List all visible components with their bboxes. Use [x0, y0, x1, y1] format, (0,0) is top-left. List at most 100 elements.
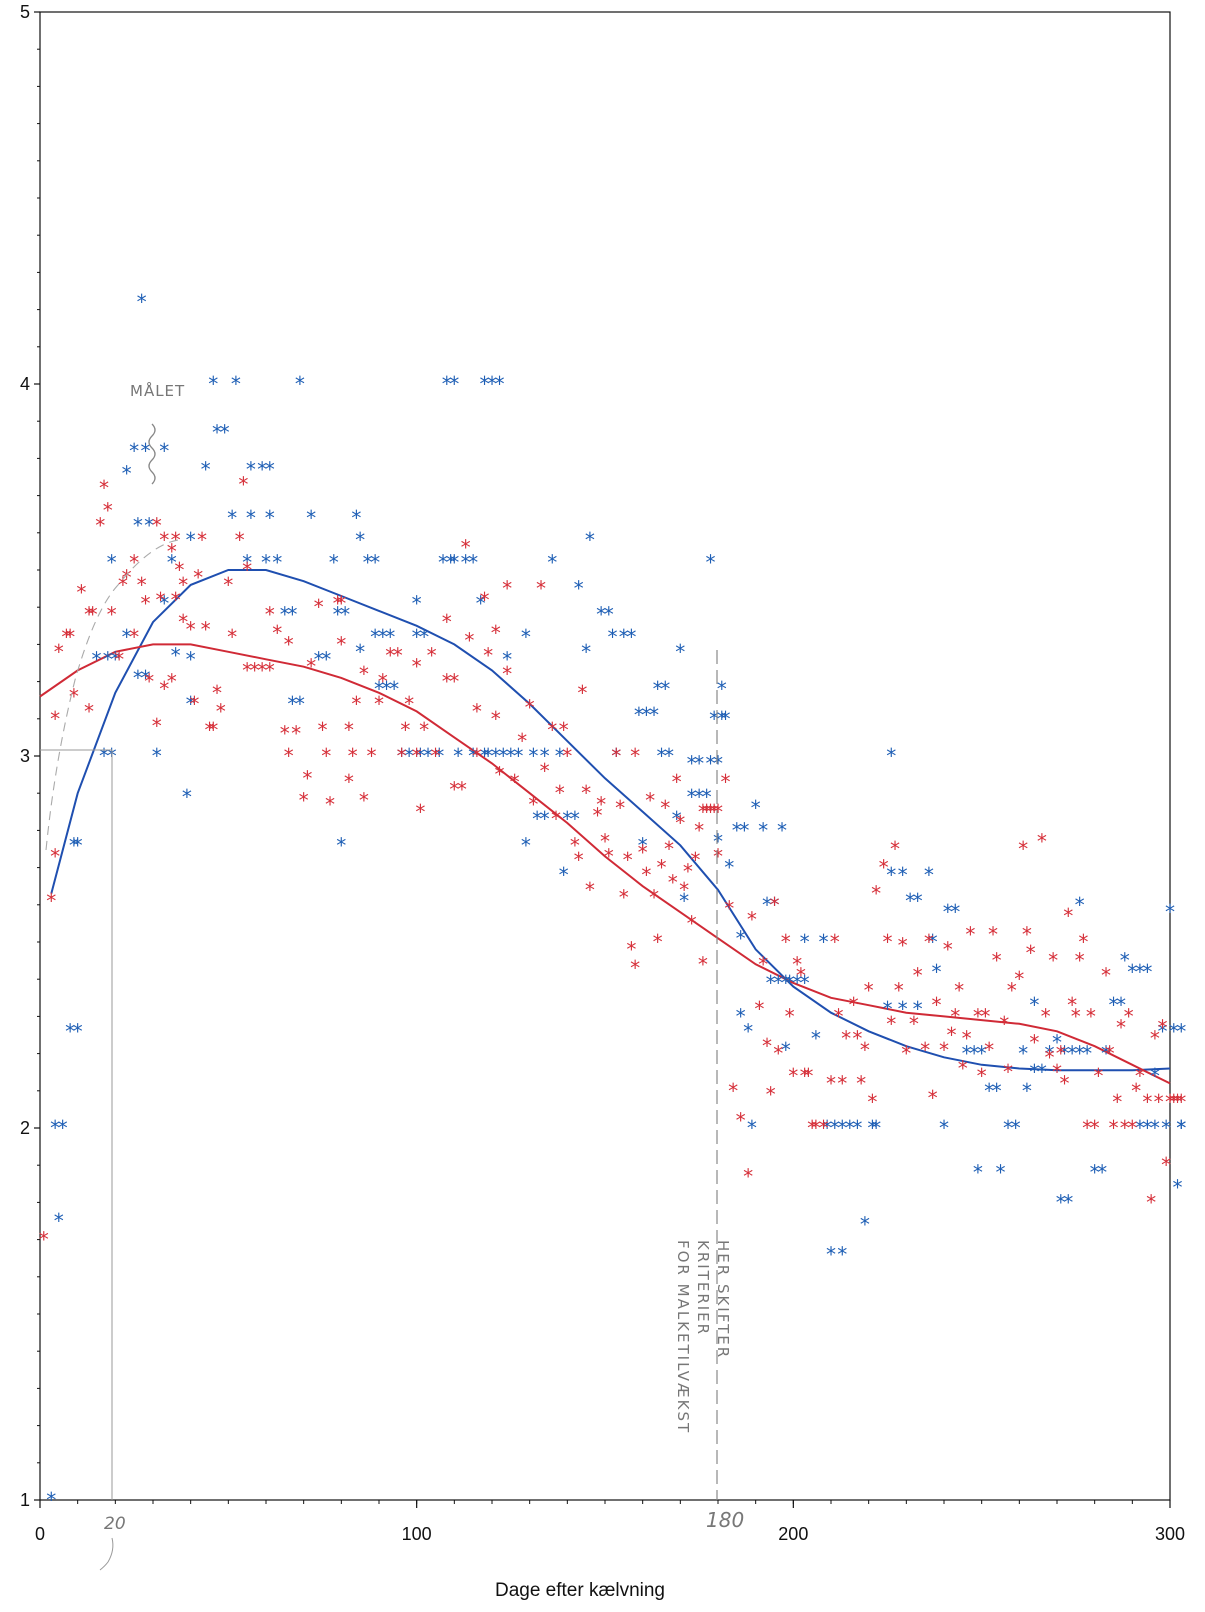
y-tick-label: 4 — [20, 374, 30, 394]
data-point: * — [72, 1019, 84, 1043]
data-point: * — [143, 670, 155, 694]
data-point: * — [117, 573, 129, 597]
data-point: * — [185, 647, 197, 671]
x-tick-label: 200 — [778, 1524, 808, 1544]
data-point: * — [136, 573, 148, 597]
data-point: * — [719, 707, 731, 731]
y-tick-label: 2 — [20, 1118, 30, 1138]
data-point: * — [286, 603, 298, 627]
data-point: * — [207, 718, 219, 742]
data-point: * — [599, 830, 611, 854]
data-point: * — [283, 744, 295, 768]
data-point: * — [757, 818, 769, 842]
data-point: * — [761, 1034, 773, 1058]
data-point: * — [373, 692, 385, 716]
annotation-dage-20: 20 — [104, 1514, 126, 1534]
data-point: * — [949, 900, 961, 924]
data-point: * — [1085, 1004, 1097, 1028]
data-point: * — [234, 528, 246, 552]
data-point: * — [192, 565, 204, 589]
data-point: * — [113, 647, 125, 671]
data-point: * — [298, 789, 310, 813]
data-point: * — [256, 658, 268, 682]
data-point: * — [780, 930, 792, 954]
data-point: * — [441, 372, 453, 396]
data-point: * — [486, 372, 498, 396]
data-point: * — [185, 528, 197, 552]
data-point: * — [181, 785, 193, 809]
data-point: * — [320, 744, 332, 768]
data-point: * — [994, 1161, 1006, 1185]
data-point: * — [1141, 1090, 1153, 1114]
data-point: * — [1160, 1153, 1172, 1177]
data-point: * — [271, 551, 283, 575]
plot-frame — [39, 11, 1171, 1501]
data-point: * — [102, 647, 114, 671]
data-point: * — [1043, 1042, 1055, 1066]
x-axis-label: Dage efter kælvning — [495, 1580, 665, 1601]
data-point: * — [697, 800, 709, 824]
data-point: * — [1175, 1116, 1187, 1140]
data-point: * — [384, 625, 396, 649]
data-point: * — [1149, 1064, 1161, 1088]
data-point: * — [1130, 1079, 1142, 1103]
data-point: * — [1051, 1030, 1063, 1054]
data-point: * — [930, 993, 942, 1017]
data-point: * — [682, 859, 694, 883]
data-point: * — [49, 707, 61, 731]
data-point: * — [1175, 1116, 1187, 1140]
data-point: * — [505, 744, 517, 768]
data-point: * — [1006, 978, 1018, 1002]
data-point: * — [912, 997, 924, 1021]
data-point: * — [1092, 1064, 1104, 1088]
data-point: * — [961, 1027, 973, 1051]
data-point: * — [829, 1116, 841, 1140]
data-point: * — [1021, 1079, 1033, 1103]
data-point: * — [1055, 1042, 1067, 1066]
data-point: * — [859, 1038, 871, 1062]
data-point: * — [606, 625, 618, 649]
data-point: * — [742, 1019, 754, 1043]
data-point: * — [1149, 1027, 1161, 1051]
data-point: * — [1025, 941, 1037, 965]
data-point: * — [983, 1038, 995, 1062]
data-point: * — [128, 551, 140, 575]
data-point: * — [580, 640, 592, 664]
data-point: * — [177, 610, 189, 634]
data-point: * — [384, 644, 396, 668]
data-point: * — [200, 458, 212, 482]
data-point: * — [576, 681, 588, 705]
data-point: * — [727, 1079, 739, 1103]
data-point: * — [1149, 1116, 1161, 1140]
data-point: * — [1111, 1090, 1123, 1114]
data-point: * — [731, 818, 743, 842]
data-point: * — [448, 778, 460, 802]
data-point: * — [591, 804, 603, 828]
data-point: * — [241, 658, 253, 682]
data-point: * — [870, 1116, 882, 1140]
data-point: * — [154, 588, 166, 612]
data-point: * — [1145, 1190, 1157, 1214]
data-point: * — [211, 420, 223, 444]
data-point: * — [200, 618, 212, 642]
data-point: * — [463, 629, 475, 653]
data-point: * — [158, 592, 170, 616]
data-point: * — [358, 662, 370, 686]
data-point: * — [859, 1213, 871, 1237]
data-point: * — [1126, 1116, 1138, 1140]
data-point: * — [1074, 1042, 1086, 1066]
data-point: * — [569, 807, 581, 831]
data-point: * — [68, 833, 80, 857]
data-point: * — [942, 937, 954, 961]
data-point: * — [817, 930, 829, 954]
data-point: * — [414, 800, 426, 824]
data-point: * — [313, 595, 325, 619]
data-point: * — [301, 766, 313, 790]
data-point: * — [972, 1004, 984, 1028]
data-point: * — [170, 644, 182, 668]
data-point: * — [558, 863, 570, 887]
data-point: * — [539, 759, 551, 783]
data-point: * — [441, 610, 453, 634]
data-point: * — [1074, 949, 1086, 973]
